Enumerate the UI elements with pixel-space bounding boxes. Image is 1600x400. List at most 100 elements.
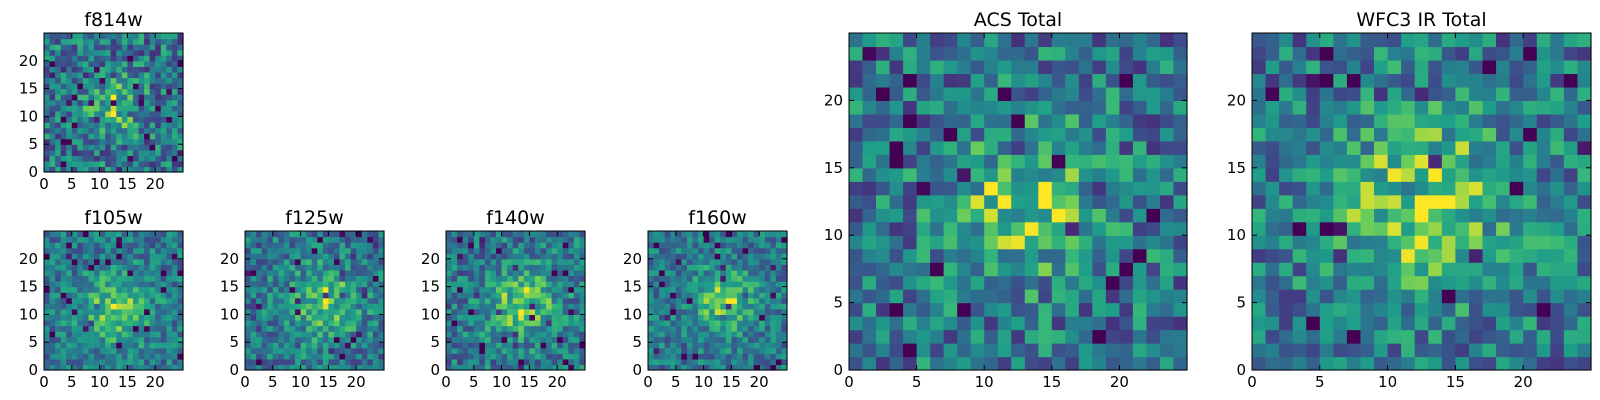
heatmap-cell <box>166 155 173 162</box>
heatmap-cell <box>60 231 67 238</box>
heatmap-cell <box>82 297 90 304</box>
heatmap-cell <box>670 314 677 321</box>
heatmap-cell <box>557 286 564 293</box>
heatmap-cell <box>670 292 677 299</box>
heatmap-cell <box>1563 248 1579 263</box>
heatmap-cell <box>1360 127 1375 142</box>
heatmap-cell <box>523 336 530 343</box>
heatmap-cell <box>557 353 564 360</box>
heatmap-cell <box>916 275 931 290</box>
heatmap-cell <box>457 275 464 282</box>
heatmap-cell <box>272 331 279 338</box>
heatmap-cell <box>1455 248 1470 263</box>
heatmap-cell <box>1292 33 1307 48</box>
heatmap-cell <box>339 358 346 366</box>
heatmap-cell <box>49 55 56 62</box>
heatmap-cell <box>367 303 374 310</box>
heatmap-cell <box>77 308 84 315</box>
heatmap-cell <box>675 275 682 282</box>
heatmap-cell <box>94 160 101 168</box>
heatmap-cell <box>267 281 274 288</box>
heatmap-cell <box>568 292 575 299</box>
heatmap-cell <box>681 336 688 343</box>
heatmap-cell <box>1024 140 1039 155</box>
heatmap-cell <box>55 314 62 321</box>
heatmap-cell <box>372 314 380 321</box>
heatmap-cell <box>1173 194 1188 209</box>
heatmap-cell <box>71 99 78 106</box>
heatmap-cell <box>759 353 766 360</box>
heatmap-cell <box>177 121 184 129</box>
heatmap-cell <box>166 88 173 95</box>
heatmap-cell <box>1577 33 1592 48</box>
heatmap-cell <box>1428 302 1443 317</box>
heatmap-cell <box>166 166 173 173</box>
heatmap-cell <box>160 99 167 106</box>
heatmap-cell <box>88 49 95 56</box>
heatmap-cell <box>160 358 167 366</box>
heatmap-cell <box>110 71 117 79</box>
heatmap-cell <box>698 264 705 271</box>
heatmap-cell <box>670 236 677 243</box>
heatmap-cell <box>132 133 140 140</box>
heatmap-cell <box>110 33 117 40</box>
heatmap-cell <box>44 110 51 117</box>
heatmap-cell <box>361 275 368 282</box>
heatmap-cell <box>94 33 101 40</box>
heatmap-cell <box>970 33 985 48</box>
heatmap-cell <box>160 292 167 299</box>
heatmap-cell <box>77 66 84 73</box>
heatmap-cell <box>350 336 357 343</box>
heatmap-cell <box>1078 221 1093 236</box>
heatmap-cell <box>1401 33 1416 48</box>
heatmap-cell <box>748 331 755 338</box>
heatmap-cell <box>333 269 341 277</box>
heatmap-cell <box>1482 140 1497 155</box>
heatmap-cell <box>534 253 542 260</box>
heatmap-cell <box>300 308 307 315</box>
heatmap-cell <box>149 358 156 366</box>
heatmap-cell <box>573 242 581 249</box>
heatmap-cell <box>1523 208 1538 223</box>
heatmap-cell <box>692 253 699 260</box>
heatmap-cell <box>479 336 486 343</box>
heatmap-cell <box>177 364 184 371</box>
heatmap-cell <box>60 60 67 67</box>
heatmap-cell <box>144 116 151 123</box>
heatmap-cell <box>60 71 67 79</box>
heatmap-cell <box>1360 343 1375 358</box>
heatmap-cell <box>748 342 755 349</box>
heatmap-cell <box>451 286 458 293</box>
heatmap-cell <box>367 331 374 338</box>
heatmap-cell <box>267 336 274 343</box>
heatmap-cell <box>1346 316 1362 331</box>
heatmap-cell <box>770 264 777 271</box>
heatmap-cell <box>127 342 134 349</box>
heatmap-cell <box>49 38 56 45</box>
heatmap-cell <box>446 331 453 338</box>
heatmap-cell <box>1374 208 1389 223</box>
heatmap-cell <box>1536 167 1551 182</box>
heatmap-cell <box>957 235 972 250</box>
heatmap-cell <box>490 281 497 288</box>
heatmap-cell <box>155 281 162 288</box>
heatmap-cell <box>372 336 380 343</box>
heatmap-cell <box>132 77 140 84</box>
heatmap-cell <box>1011 127 1026 142</box>
heatmap-cell <box>957 194 972 209</box>
heatmap-cell <box>664 286 671 293</box>
heatmap-cell <box>551 269 558 277</box>
heatmap-cell <box>82 105 90 112</box>
heatmap-cell <box>283 358 291 366</box>
heatmap-cell <box>781 353 788 360</box>
heatmap-cell <box>261 264 268 271</box>
heatmap-cell <box>1563 167 1579 182</box>
heatmap-cell <box>720 253 727 260</box>
heatmap-cell <box>245 286 252 293</box>
heatmap-cell <box>507 364 514 371</box>
heatmap-cell <box>77 275 84 282</box>
heatmap-cell <box>105 242 112 249</box>
heatmap-cell <box>457 231 464 238</box>
heatmap-cell <box>781 336 788 343</box>
heatmap-cell <box>356 269 363 277</box>
